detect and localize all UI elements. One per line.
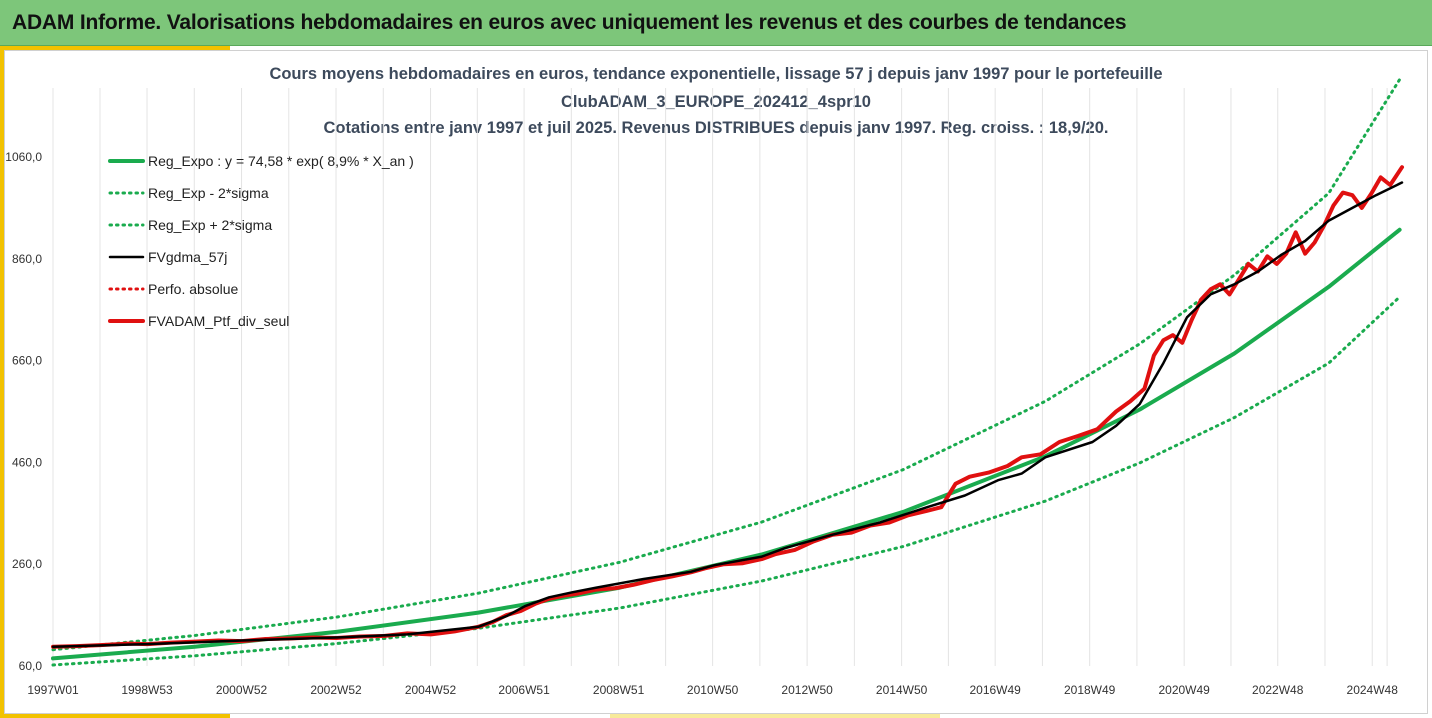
x-tick-label: 1997W01 [27, 683, 79, 697]
legend: Reg_Expo : y = 74,58 * exp( 8,9% * X_an … [108, 153, 414, 329]
x-tick-label: 2024W48 [1347, 683, 1399, 697]
x-tick-label: 1998W53 [121, 683, 173, 697]
y-tick-label: 60,0 [19, 659, 43, 673]
legend-label: Reg_Exp - 2*sigma [148, 185, 269, 201]
gridlines [52, 88, 1388, 666]
series-line-1 [51, 295, 1402, 667]
chart-title-line-3: Cotations entre janv 1997 et juil 2025. … [323, 119, 1109, 137]
accent-bar-bottom [0, 714, 230, 718]
accent-bar-bottom-light [610, 714, 940, 718]
x-tick-label: 2002W52 [310, 683, 362, 697]
x-tick-label: 2020W49 [1158, 683, 1210, 697]
banner-title: ADAM Informe. Valorisations hebdomadaire… [12, 11, 1127, 34]
accent-bar-left [0, 46, 4, 718]
series-line-2 [51, 78, 1402, 652]
series-lines [51, 78, 1404, 667]
x-tick-label: 2000W52 [216, 683, 268, 697]
y-axis-ticks: 60,0 260,0 460,0 660,0 860,0 1060,0 [5, 150, 42, 673]
accent-bar-top [0, 46, 230, 50]
legend-label: FVADAM_Ptf_div_seul [148, 313, 289, 329]
series-line-3 [51, 181, 1404, 648]
y-tick-label: 660,0 [12, 354, 42, 368]
chart-title-line-2: ClubADAM_3_EUROPE_202412_4spr10 [561, 93, 871, 111]
x-tick-label: 2006W51 [498, 683, 550, 697]
y-tick-label: 260,0 [12, 557, 42, 571]
y-tick-label: 460,0 [12, 455, 42, 469]
title-banner: ADAM Informe. Valorisations hebdomadaire… [0, 0, 1432, 46]
y-tick-label: 1060,0 [5, 150, 42, 164]
series-line-0 [51, 227, 1402, 661]
x-tick-label: 2016W49 [969, 683, 1021, 697]
x-tick-label: 2008W51 [593, 683, 645, 697]
legend-label: Perfo. absolue [148, 281, 238, 297]
legend-label: Reg_Expo : y = 74,58 * exp( 8,9% * X_an … [148, 153, 414, 169]
x-tick-label: 2022W48 [1252, 683, 1304, 697]
chart-title-line-1: Cours moyens hebdomadaires en euros, ten… [269, 65, 1163, 83]
x-tick-label: 2018W49 [1064, 683, 1116, 697]
x-tick-label: 2012W50 [781, 683, 833, 697]
x-axis-ticks: 1997W01 1998W53 2000W52 2002W52 2004W52 2006W… [27, 683, 1398, 697]
y-tick-label: 860,0 [12, 252, 42, 266]
legend-label: Reg_Exp + 2*sigma [148, 217, 272, 233]
x-tick-label: 2010W50 [687, 683, 739, 697]
legend-label: FVgdma_57j [148, 249, 227, 265]
x-tick-label: 2004W52 [405, 683, 457, 697]
x-tick-label: 2014W50 [876, 683, 928, 697]
series-line-5 [51, 165, 1404, 649]
